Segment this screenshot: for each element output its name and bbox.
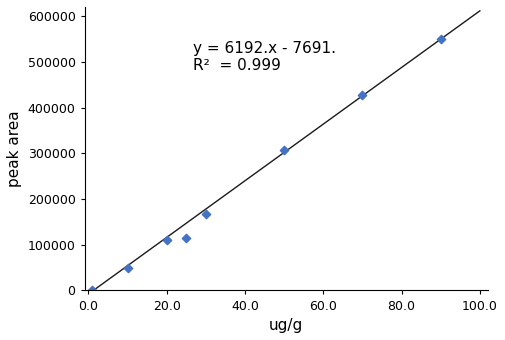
X-axis label: ug/g: ug/g	[269, 318, 303, 333]
Y-axis label: peak area: peak area	[7, 110, 22, 187]
Point	[280, 147, 288, 152]
Point	[202, 211, 210, 216]
Point	[359, 92, 367, 98]
Text: y = 6192.x - 7691.
R²  = 0.999: y = 6192.x - 7691. R² = 0.999	[193, 41, 336, 73]
Point	[163, 237, 171, 243]
Point	[182, 235, 190, 241]
Point	[437, 36, 445, 42]
Point	[124, 265, 132, 270]
Point	[88, 288, 96, 293]
